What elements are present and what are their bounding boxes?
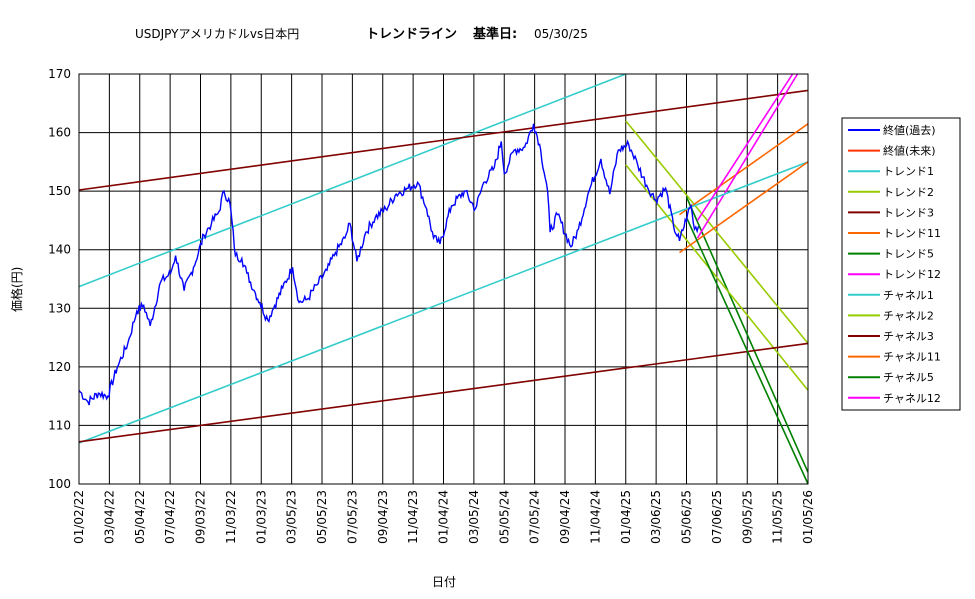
- y-tick-label: 100: [48, 477, 71, 491]
- legend-label: チャネル11: [883, 351, 941, 364]
- y-tick-label: 110: [48, 418, 71, 432]
- y-tick-label: 130: [48, 301, 71, 315]
- x-tick-label: 01/02/22: [72, 490, 86, 544]
- x-tick-label: 03/05/23: [285, 490, 299, 544]
- chart-title-left: USDJPYアメリカドルvs日本円: [135, 27, 299, 41]
- x-tick-label: 07/04/22: [163, 490, 177, 544]
- close-series: [78, 123, 700, 406]
- series-line: [679, 161, 809, 254]
- x-tick-label: 03/04/22: [102, 490, 116, 544]
- series-line: [696, 73, 794, 221]
- series-line: [696, 73, 799, 239]
- x-axis-ticks: 01/02/22 03/04/22 05/04/22 07/04/22 09/03/22…: [72, 490, 815, 544]
- series-line: [625, 120, 809, 344]
- x-tick-label: 07/05/23: [345, 490, 359, 544]
- y-tick-label: 160: [48, 126, 71, 140]
- legend-label: トレンド12: [883, 268, 941, 281]
- x-tick-label: 05/04/22: [133, 490, 147, 544]
- legend-label: トレンド11: [883, 227, 941, 240]
- x-tick-label: 05/05/24: [497, 490, 511, 544]
- x-tick-label: 11/04/24: [588, 490, 602, 544]
- y-axis-ticks: 100 110 120 130 140 150 160 170: [48, 67, 71, 491]
- series-line: [685, 196, 809, 473]
- y-tick-label: 150: [48, 184, 71, 198]
- x-tick-label: 05/05/23: [315, 490, 329, 544]
- x-tick-label: 09/04/23: [376, 490, 390, 544]
- legend-label: 終値(過去): [883, 123, 936, 137]
- x-tick-label: 11/04/23: [406, 490, 420, 544]
- x-tick-label: 01/04/25: [619, 490, 633, 544]
- legend-label: トレンド5: [883, 248, 934, 261]
- legend-label: トレンド3: [883, 206, 934, 219]
- legend-label: 終値(未来): [883, 144, 936, 158]
- series-line: [78, 161, 809, 444]
- close-price-line: [78, 123, 700, 406]
- x-tick-label: 09/04/24: [558, 490, 572, 544]
- series-line: [78, 89, 809, 191]
- x-tick-label: 01/03/23: [254, 490, 268, 544]
- y-tick-label: 120: [48, 360, 71, 374]
- legend-label: チャネル2: [883, 309, 934, 322]
- chart-title-base-date: 05/30/25: [534, 27, 588, 41]
- y-axis-label: 価格(円): [9, 267, 24, 312]
- legend-label: トレンド2: [883, 186, 934, 199]
- legend-label: チャネル1: [883, 289, 934, 302]
- x-tick-label: 09/03/22: [194, 490, 208, 544]
- series-line: [78, 73, 627, 288]
- x-tick-label: 09/05/25: [740, 490, 754, 544]
- series-line: [679, 123, 809, 216]
- x-tick-label: 03/06/25: [649, 490, 663, 544]
- series-line: [78, 342, 809, 443]
- x-tick-label: 03/05/24: [467, 490, 481, 544]
- legend-label: チャネル12: [883, 392, 941, 405]
- legend-label: チャネル5: [883, 371, 934, 384]
- chart-title-base-label: 基準日:: [472, 26, 517, 42]
- legend-label: チャネル3: [883, 330, 934, 343]
- series-line: [685, 217, 809, 485]
- legend-box: [841, 117, 961, 411]
- trend-lines: [78, 73, 809, 485]
- legend: 終値(過去) 終値(未来) トレンド1 トレンド2 トレンド3 トレンド11 トレンド5 トレ…: [848, 123, 941, 405]
- x-tick-label: 11/05/25: [771, 490, 785, 544]
- x-tick-label: 01/05/26: [801, 490, 815, 544]
- x-tick-label: 01/04/24: [437, 490, 451, 544]
- plot-border: [78, 73, 809, 485]
- x-tick-label: 07/05/24: [528, 490, 542, 544]
- x-axis-label: 日付: [432, 575, 456, 589]
- x-tick-label: 11/03/22: [224, 490, 238, 544]
- x-tick-label: 05/06/25: [680, 490, 694, 544]
- y-tick-label: 170: [48, 67, 71, 81]
- x-tick-label: 07/06/25: [710, 490, 724, 544]
- chart-title-center: トレンドライン: [366, 27, 457, 42]
- legend-label: トレンド1: [883, 165, 934, 178]
- y-tick-label: 140: [48, 243, 71, 257]
